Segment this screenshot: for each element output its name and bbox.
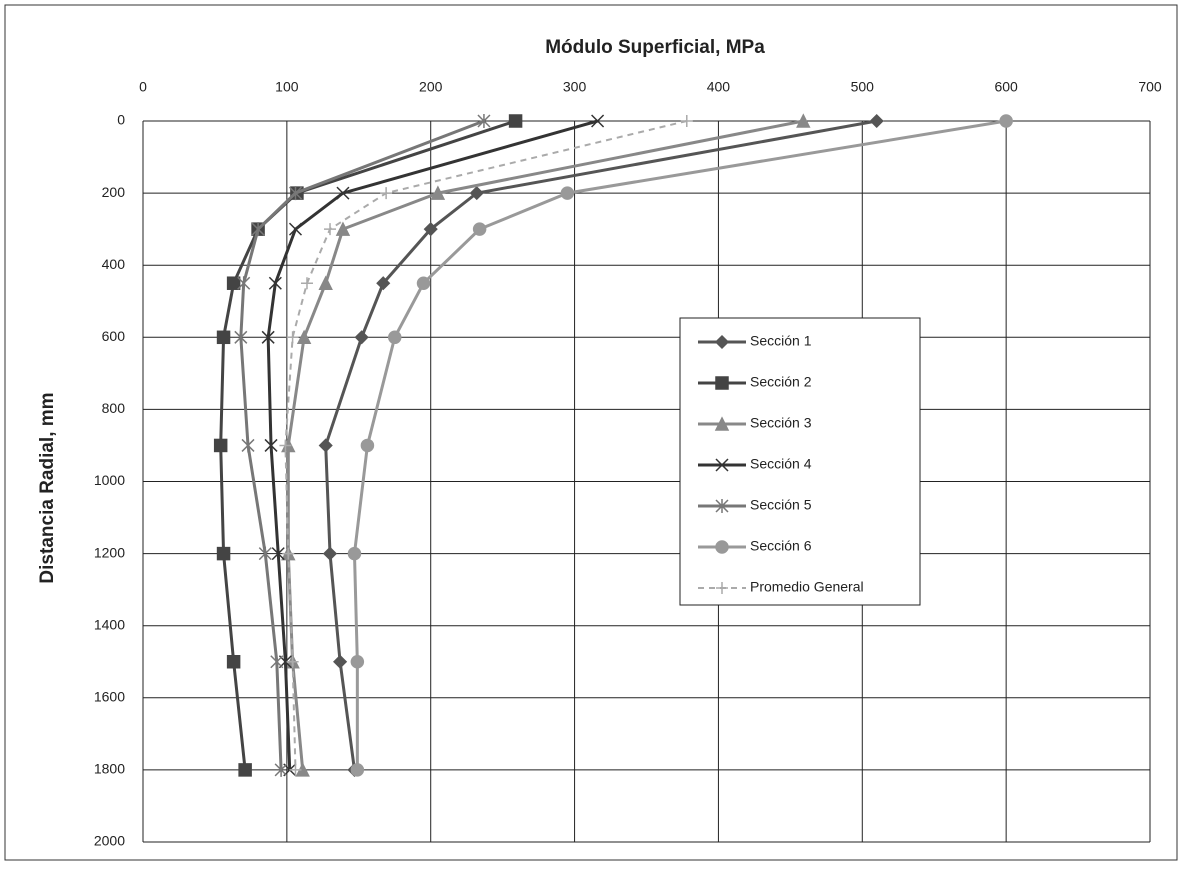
frame	[4, 4, 1178, 861]
marker	[333, 654, 348, 669]
marker	[335, 221, 351, 236]
marker	[508, 114, 523, 128]
marker	[715, 540, 729, 554]
y-tick-label: 400	[102, 256, 126, 272]
marker	[380, 187, 393, 200]
marker	[300, 277, 313, 290]
marker	[715, 376, 729, 390]
legend-label: Sección 5	[750, 497, 812, 513]
y-tick-label: 600	[102, 328, 126, 344]
marker	[271, 547, 285, 561]
marker	[238, 763, 252, 777]
marker	[274, 762, 288, 777]
marker	[282, 547, 295, 560]
y-tick-label: 0	[117, 112, 125, 128]
marker	[716, 582, 728, 594]
marker	[264, 438, 278, 452]
marker	[318, 438, 333, 453]
y-tick-label: 1200	[94, 544, 125, 560]
x-tick-label: 100	[275, 79, 299, 95]
x-tick-label: 400	[707, 79, 731, 95]
legend-label: Sección 6	[750, 538, 812, 554]
marker	[234, 330, 248, 345]
legend-label: Sección 4	[750, 456, 812, 472]
x-tick-label: 200	[419, 79, 443, 95]
marker	[869, 113, 884, 129]
marker	[416, 276, 431, 290]
chart-title: Módulo Superficial, MPa	[545, 37, 765, 58]
marker	[714, 416, 730, 431]
marker	[796, 113, 811, 128]
marker	[216, 546, 231, 561]
marker	[714, 334, 730, 350]
marker	[350, 655, 365, 669]
marker	[322, 546, 338, 561]
marker	[213, 438, 228, 453]
y-tick-label: 1600	[94, 689, 125, 705]
marker	[360, 438, 375, 453]
x-tick-label: 700	[1138, 79, 1162, 95]
legend-label: Sección 1	[750, 333, 812, 349]
marker	[226, 276, 241, 290]
marker	[430, 185, 446, 200]
marker	[279, 439, 292, 452]
marker	[216, 330, 231, 345]
marker	[318, 275, 333, 290]
marker	[423, 222, 438, 237]
marker	[715, 458, 729, 472]
marker	[347, 546, 362, 561]
marker	[296, 329, 312, 345]
marker	[268, 276, 282, 290]
marker	[324, 223, 337, 236]
marker	[350, 763, 365, 777]
x-tick-label: 500	[851, 79, 875, 95]
marker	[680, 115, 693, 127]
marker	[237, 276, 251, 291]
y-tick-label: 2000	[94, 833, 125, 849]
marker	[472, 222, 487, 236]
marker	[289, 763, 302, 776]
legend-label: Sección 3	[750, 415, 812, 431]
marker	[286, 655, 299, 668]
marker	[258, 546, 272, 561]
marker	[226, 655, 241, 669]
x-tick-label: 600	[994, 79, 1018, 95]
marker	[270, 654, 284, 669]
legend-label: Promedio General	[750, 579, 864, 595]
x-tick-label: 300	[563, 79, 587, 95]
marker	[477, 114, 491, 128]
marker	[715, 499, 729, 513]
marker	[288, 186, 303, 201]
marker	[469, 186, 484, 201]
y-axis-label: Distancia Radial, mm	[37, 392, 58, 583]
marker	[288, 222, 303, 236]
y-tick-label: 800	[102, 400, 126, 416]
marker	[241, 438, 255, 453]
y-tick-label: 1000	[94, 472, 125, 488]
marker	[376, 276, 391, 291]
marker	[388, 330, 402, 345]
y-tick-label: 200	[102, 184, 126, 200]
marker	[261, 330, 275, 344]
y-tick-label: 1400	[94, 616, 125, 632]
legend-box	[679, 317, 921, 606]
marker	[251, 222, 265, 237]
marker	[999, 114, 1013, 128]
series-line	[284, 120, 688, 770]
marker	[354, 330, 369, 345]
x-tick-label: 0	[139, 79, 147, 95]
marker	[286, 331, 299, 344]
y-tick-label: 1800	[94, 761, 125, 777]
marker	[591, 114, 605, 128]
legend-label: Sección 2	[750, 374, 812, 390]
marker	[336, 186, 350, 200]
marker	[560, 186, 575, 200]
